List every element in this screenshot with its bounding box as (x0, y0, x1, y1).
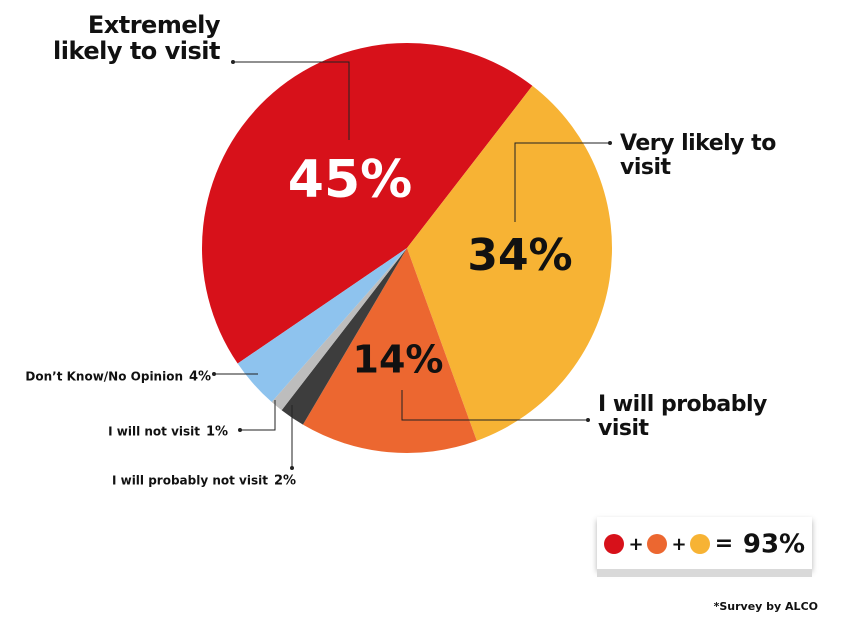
category-label: I will not visit (108, 425, 200, 439)
footnote: *Survey by ALCO (714, 600, 818, 613)
value-label: 4% (189, 370, 211, 385)
category-label: I will probably not visit (112, 474, 268, 488)
value-label: 1% (206, 425, 228, 440)
leader-line (233, 61, 350, 140)
summary-strip (597, 569, 812, 577)
value-label: 45% (288, 150, 412, 210)
leader-dot (586, 418, 590, 422)
category-label: Don’t Know/No Opinion (25, 370, 183, 384)
pie-slice (271, 248, 407, 411)
legend-dot (690, 534, 710, 554)
leader-line (514, 142, 610, 222)
leader-dot (238, 428, 242, 432)
leader-dot (290, 466, 294, 470)
leader-dot (212, 372, 216, 376)
category-label: I will probably visit (598, 392, 767, 442)
plus-sign: + (628, 534, 643, 555)
value-label: 2% (274, 474, 296, 489)
value-label: 14% (353, 338, 444, 382)
leader-line (401, 390, 588, 421)
leader-dot (608, 141, 612, 145)
leader-line (240, 400, 276, 431)
pie-slice (281, 248, 407, 425)
pie-slice (302, 248, 477, 453)
leader-dot (231, 60, 235, 64)
category-label: Very likely to visit (620, 131, 776, 181)
category-label: Extremely likely to visit (53, 11, 220, 66)
pie-slice (407, 85, 612, 441)
pie-slice (237, 248, 407, 403)
value-label: 34% (467, 230, 572, 281)
legend-dot (604, 534, 624, 554)
pie-slice (202, 43, 533, 364)
legend-dot (647, 534, 667, 554)
summary-total: 93% (743, 530, 805, 560)
plus-sign: + (671, 534, 686, 555)
equals-sign: = (715, 531, 733, 556)
